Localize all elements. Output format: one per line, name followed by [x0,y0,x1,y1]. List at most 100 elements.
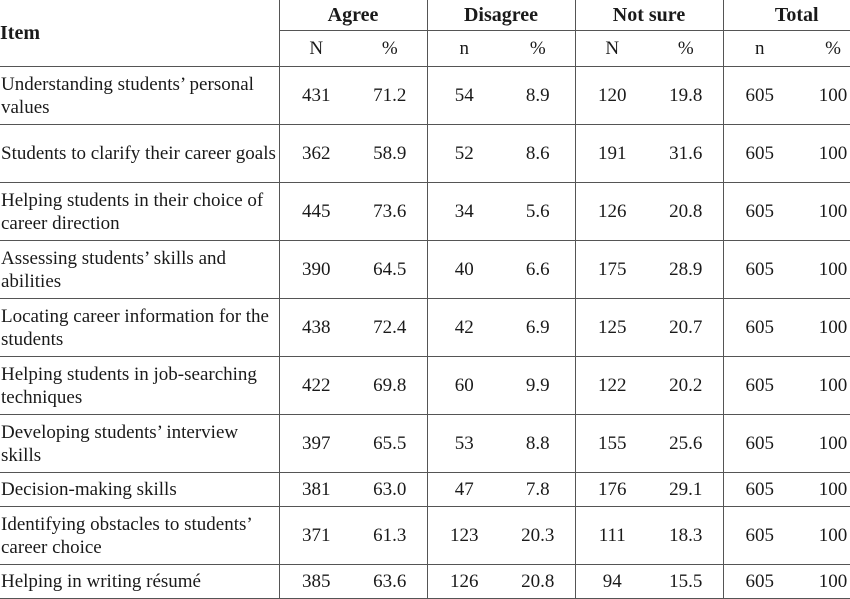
table-cell: 6.9 [501,298,575,357]
table-cell: 126 [574,182,649,241]
sub-header: % [501,30,575,67]
table-row: Understanding students’ personal values 4… [0,66,850,125]
row-item-label: Helping students in job-searching techni… [0,356,280,415]
table-cell: 605 [722,356,796,415]
table-cell: 8.8 [501,414,575,473]
table-cell: 71.2 [353,66,427,125]
table-cell: 61.3 [353,506,427,565]
table-cell: 122 [574,356,649,415]
table-cell: 31.6 [649,124,723,183]
table-cell: 40 [426,240,501,299]
row-item-label: Decision-making skills [0,472,280,507]
table-row: Locating career information for the stud… [0,298,850,357]
table-cell: 28.9 [649,240,723,299]
table-cell: 445 [279,182,353,241]
table-row: Students to clarify their career goals 36… [0,124,850,183]
table-row: Identifying obstacles to students’ caree… [0,506,850,565]
table-cell: 29.1 [649,472,723,507]
table-cell: 385 [279,564,353,599]
table-cell: 123 [426,506,501,565]
table-cell: 422 [279,356,353,415]
table-cell: 100 [796,124,850,183]
table-cell: 100 [796,298,850,357]
table-cell: 6.6 [501,240,575,299]
table-cell: 58.9 [353,124,427,183]
group-header-total: Total [722,0,850,31]
table-cell: 111 [574,506,649,565]
row-item-label: Identifying obstacles to students’ caree… [0,506,280,565]
table-cell: 605 [722,506,796,565]
table-cell: 100 [796,356,850,415]
table-cell: 100 [796,182,850,241]
table-cell: 64.5 [353,240,427,299]
table-body: Understanding students’ personal values 4… [0,66,850,599]
table-cell: 175 [574,240,649,299]
table-cell: 438 [279,298,353,357]
table-cell: 19.8 [649,66,723,125]
table-cell: 15.5 [649,564,723,599]
table-cell: 362 [279,124,353,183]
table-cell: 20.8 [501,564,575,599]
table-cell: 94 [574,564,649,599]
table-cell: 431 [279,66,353,125]
table-cell: 18.3 [649,506,723,565]
table-cell: 100 [796,66,850,125]
table-cell: 60 [426,356,501,415]
table-cell: 20.2 [649,356,723,415]
table-cell: 371 [279,506,353,565]
table-cell: 605 [722,472,796,507]
table-cell: 125 [574,298,649,357]
row-item-label: Developing students’ interview skills [0,414,280,473]
table-cell: 605 [722,564,796,599]
table-cell: 25.6 [649,414,723,473]
table-cell: 8.6 [501,124,575,183]
table-cell: 605 [722,414,796,473]
table-cell: 5.6 [501,182,575,241]
table-cell: 381 [279,472,353,507]
table-cell: 100 [796,414,850,473]
table-cell: 191 [574,124,649,183]
row-item-label: Helping students in their choice of care… [0,182,280,241]
table-cell: 69.8 [353,356,427,415]
row-item-label: Locating career information for the stud… [0,298,280,357]
item-column-header: Item [0,0,280,67]
table-cell: 176 [574,472,649,507]
row-item-label: Assessing students’ skills and abilities [0,240,280,299]
group-header-not-sure: Not sure [574,0,723,31]
group-header-disagree: Disagree [426,0,575,31]
table-cell: 47 [426,472,501,507]
table-cell: 397 [279,414,353,473]
sub-header: n [722,30,796,67]
sub-header: % [796,30,850,67]
table-cell: 20.3 [501,506,575,565]
table-cell: 65.5 [353,414,427,473]
table-row: Helping students in their choice of care… [0,182,850,241]
table-cell: 390 [279,240,353,299]
table-cell: 54 [426,66,501,125]
table-cell: 53 [426,414,501,473]
sub-header: % [353,30,427,67]
table-cell: 20.7 [649,298,723,357]
table-row: Developing students’ interview skills 397… [0,414,850,473]
table-row: Decision-making skills 381 63.0 47 7.8 176 29.… [0,472,850,507]
sub-header: % [649,30,723,67]
group-header-agree: Agree [278,0,427,31]
row-item-label: Understanding students’ personal values [0,66,280,125]
row-item-label: Helping in writing résumé [0,564,280,599]
table-cell: 7.8 [501,472,575,507]
table-cell: 126 [426,564,501,599]
table-cell: 20.8 [649,182,723,241]
table-cell: 605 [722,240,796,299]
table-cell: 63.0 [353,472,427,507]
table-cell: 34 [426,182,501,241]
sub-header: N [574,30,649,67]
table-row: Helping in writing résumé 385 63.6 126 20.8 9… [0,564,850,599]
table-cell: 63.6 [353,564,427,599]
table-cell: 605 [722,124,796,183]
table-cell: 52 [426,124,501,183]
table-row: Assessing students’ skills and abilities… [0,240,850,299]
table-cell: 605 [722,298,796,357]
table-cell: 100 [796,506,850,565]
table-cell: 73.6 [353,182,427,241]
